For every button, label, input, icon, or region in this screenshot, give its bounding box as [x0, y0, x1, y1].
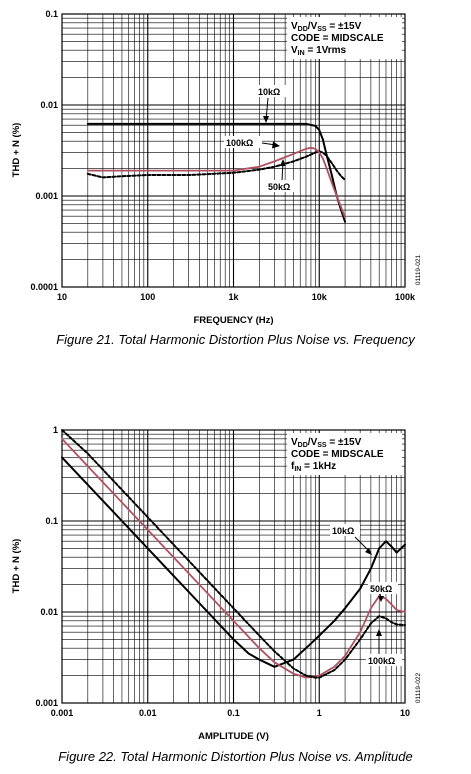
- label-bg-10k-fig21: [256, 85, 286, 97]
- figure-code-fig21: 01119-021: [415, 255, 422, 286]
- label-bg-10k-fig22: [330, 524, 360, 536]
- condition-code-fig22: CODE = MIDSCALE: [291, 449, 384, 460]
- x-tick-label-fig22: 0.001: [51, 708, 74, 718]
- figure-21: 10 100 1k 10k 100k 0.0001 0.001 0.01 0.1 FREQUEN…: [11, 9, 422, 326]
- series-fig22: [61, 429, 406, 679]
- y-tick-label-fig21: 0.01: [40, 100, 58, 110]
- curve-label-10k-fig21: 10kΩ: [258, 87, 280, 97]
- figure-21-caption: Figure 21. Total Harmonic Distortion Plu…: [56, 332, 415, 347]
- x-tick-label-fig22: 1: [317, 708, 322, 718]
- condition-input-fig22: fIN = 1kHz: [291, 461, 336, 473]
- leader-10k-fig22: [354, 536, 369, 551]
- tick-labels-fig21: 10 100 1k 10k 100k 0.0001 0.001 0.01 0.1: [30, 9, 416, 302]
- x-tick-label-fig21: 10: [57, 292, 67, 302]
- y-tick-label-fig21: 0.1: [45, 9, 58, 19]
- y-tick-label-fig22: 1: [53, 425, 58, 435]
- curve-label-100k-fig21: 100kΩ: [226, 138, 253, 148]
- conditions-bg-fig22: [287, 433, 402, 475]
- series-line-100k-fig21: [86, 150, 347, 181]
- x-axis-label-fig21: FREQUENCY (Hz): [193, 315, 273, 326]
- figure-22: 0.001 0.01 0.1 1 10 0.001 0.01 0.1 1 AMPLITUDE (…: [11, 425, 422, 742]
- series-fig21: [86, 122, 347, 223]
- y-tick-label-fig22: 0.001: [35, 698, 58, 708]
- arrow-100k-fig22: [376, 629, 382, 636]
- conditions-box-fig21: VDD/VSS = ±15V CODE = MIDSCALE VIN = 1Vr…: [287, 17, 402, 59]
- arrow-10k-fig21: [263, 116, 269, 123]
- label-bg-50k-fig21: [266, 180, 296, 192]
- curve-label-100k-fig22: 100kΩ: [368, 656, 395, 666]
- condition-supply-fig22: VDD/VSS = ±15V: [291, 437, 362, 449]
- series-line-100k-fig22: [61, 429, 406, 679]
- arrow-50k-fig22: [378, 596, 384, 602]
- x-tick-label-fig22: 10: [400, 708, 410, 718]
- curve-labels-fig21: 10kΩ 100kΩ 50kΩ: [224, 85, 296, 192]
- arrow-50k-fig21: [280, 159, 286, 166]
- arrow-10k-fig22: [365, 548, 372, 555]
- x-tick-label-fig21: 10k: [312, 292, 328, 302]
- x-tick-label-fig21: 100k: [395, 292, 416, 302]
- grid-fig21: [62, 14, 405, 287]
- figure-22-caption: Figure 22. Total Harmonic Distortion Plu…: [58, 749, 413, 764]
- series-line-50k-fig22: [61, 437, 406, 679]
- curve-label-50k-fig21: 50kΩ: [268, 182, 290, 192]
- series-line-50k-fig21: [86, 146, 346, 219]
- arrow-100k-fig21: [272, 141, 280, 149]
- label-bg-100k-fig22: [366, 654, 402, 666]
- curve-labels-fig22: 10kΩ 50kΩ 100kΩ: [330, 524, 402, 666]
- label-bg-100k-fig21: [224, 136, 262, 148]
- curve-label-50k-fig22: 50kΩ: [370, 584, 392, 594]
- y-tick-label-fig22: 0.01: [40, 607, 58, 617]
- y-tick-label-fig21: 0.0001: [30, 282, 58, 292]
- figure-code-fig22: 01119-022: [415, 673, 422, 704]
- condition-input-fig21: VIN = 1Vrms: [291, 45, 347, 57]
- x-tick-label-fig21: 1k: [228, 292, 239, 302]
- x-tick-label-fig21: 100: [140, 292, 155, 302]
- x-tick-label-fig22: 0.1: [227, 708, 240, 718]
- x-axis-label-fig22: AMPLITUDE (V): [198, 731, 269, 742]
- series-line-10k-fig21: [86, 122, 347, 223]
- condition-supply-fig21: VDD/VSS = ±15V: [291, 21, 362, 33]
- plot-frame-fig21: [61, 13, 406, 288]
- tick-labels-fig22: 0.001 0.01 0.1 1 10 0.001 0.01 0.1 1: [35, 425, 410, 718]
- x-tick-label-fig22: 0.01: [139, 708, 157, 718]
- condition-code-fig21: CODE = MIDSCALE: [291, 33, 384, 44]
- y-tick-label-fig22: 0.1: [45, 516, 58, 526]
- label-bg-50k-fig22: [368, 582, 398, 594]
- plot-frame-fig22: [61, 429, 406, 704]
- conditions-bg-fig21: [287, 17, 402, 59]
- y-tick-label-fig21: 0.001: [35, 191, 58, 201]
- conditions-box-fig22: VDD/VSS = ±15V CODE = MIDSCALE fIN = 1kH…: [287, 433, 402, 475]
- y-axis-label-fig22: THD + N (%): [11, 539, 22, 594]
- curve-label-10k-fig22: 10kΩ: [332, 526, 354, 536]
- y-axis-label-fig21: THD + N (%): [11, 123, 22, 178]
- series-line-10k-fig22: [61, 456, 406, 668]
